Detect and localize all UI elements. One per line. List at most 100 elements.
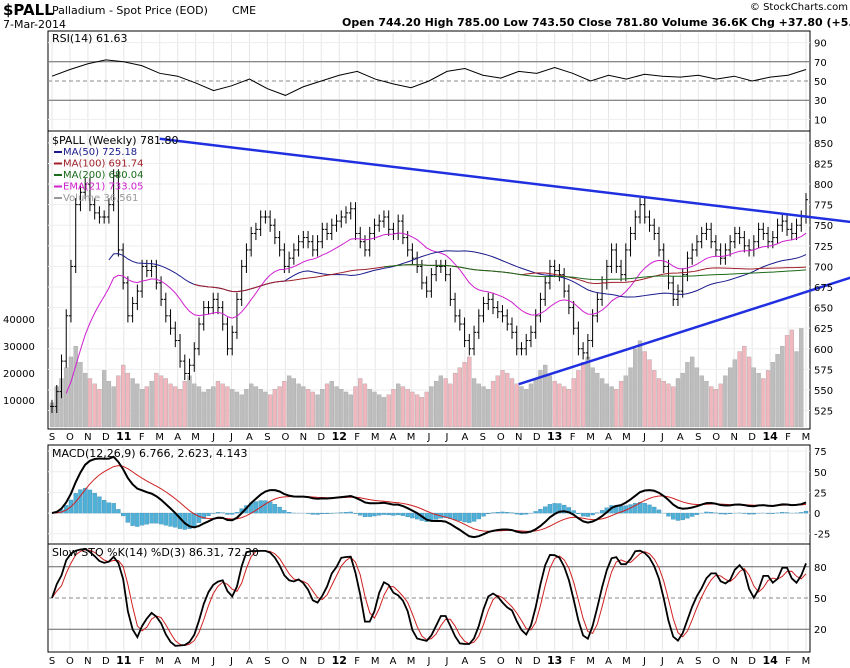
volume-bar <box>599 378 605 428</box>
lower-trendline <box>518 276 850 386</box>
macd-histogram-bar <box>784 512 790 514</box>
macd-histogram-bar <box>690 512 695 517</box>
volume-bar <box>571 378 576 428</box>
macd-histogram-bar <box>343 512 349 514</box>
month-tick-label: F <box>570 656 576 667</box>
month-tick-label: M <box>802 656 811 667</box>
month-tick-label: M <box>407 656 416 667</box>
macd-histogram-bar <box>780 512 785 514</box>
macd-histogram-bar <box>396 512 401 516</box>
volume-bar <box>685 362 690 428</box>
macd-histogram-bar <box>267 501 273 514</box>
rsi-tick-label: 10 <box>814 115 827 126</box>
volume-bar <box>400 386 406 428</box>
macd-histogram-bar <box>410 512 415 519</box>
macd-histogram-bar <box>533 511 538 514</box>
macd-histogram-bar <box>552 503 557 514</box>
price-tick-label: 775 <box>814 201 833 212</box>
month-tick-label: M <box>407 432 416 443</box>
macd-histogram-bar <box>215 512 221 514</box>
volume-bar <box>106 381 112 428</box>
price-label: $PALL (Weekly) 781.80 <box>52 134 178 147</box>
macd-histogram-bar <box>633 503 638 514</box>
month-tick-label: S <box>480 656 486 667</box>
month-tick-label: 11 <box>116 654 131 667</box>
month-tick-label: O <box>497 432 505 443</box>
month-tick-label: A <box>174 656 181 667</box>
volume-bar <box>490 381 496 428</box>
macd-histogram-bar <box>751 512 756 515</box>
month-tick-label: N <box>300 656 307 667</box>
macd-histogram-bar <box>386 512 391 516</box>
macd-histogram-bar <box>348 511 353 514</box>
volume-bar <box>282 381 287 428</box>
month-tick-label: N <box>730 656 737 667</box>
volume-bar <box>471 378 477 428</box>
macd-histogram-bar <box>519 512 524 515</box>
volume-bar <box>367 389 372 428</box>
month-tick-label: J <box>427 656 431 667</box>
volume-bar <box>509 378 515 428</box>
macd-histogram-bar <box>505 512 510 514</box>
macd-histogram-bar <box>471 512 477 522</box>
volume-bar <box>102 370 107 428</box>
macd-histogram-bar <box>315 512 320 515</box>
volume-bar <box>595 372 600 428</box>
macd-histogram-bar <box>130 512 135 526</box>
volume-bar <box>315 394 320 428</box>
volume-bar <box>163 378 168 428</box>
month-tick-label: S <box>49 656 55 667</box>
month-tick-label: D <box>748 432 756 443</box>
price-tick-label: 550 <box>814 386 833 397</box>
macd-histogram-bar <box>538 508 543 514</box>
volume-bar <box>206 389 211 428</box>
price-tick-label: 800 <box>814 180 833 191</box>
price-tick-label: 850 <box>814 139 833 150</box>
chart-marks <box>49 59 850 647</box>
month-tick-label: M <box>586 656 595 667</box>
macd-signal-line <box>51 465 807 532</box>
volume-tick-label: 40000 <box>3 315 35 326</box>
volume-bar <box>623 375 628 428</box>
volume-bar <box>647 359 652 428</box>
macd-histogram-bar <box>799 512 804 514</box>
volume-bar <box>358 378 363 428</box>
volume-bar <box>519 386 524 428</box>
month-tick-label: A <box>246 432 253 443</box>
macd-histogram-bar <box>723 512 728 515</box>
macd-histogram-bar <box>462 512 467 523</box>
volume-bar <box>286 375 292 428</box>
month-tick-label: S <box>695 656 701 667</box>
price-tick-label: 600 <box>814 345 833 356</box>
macd-histogram-bar <box>652 506 657 514</box>
price-tick-label: 675 <box>814 283 833 294</box>
volume-bar <box>234 391 240 428</box>
month-tick-label: S <box>49 432 55 443</box>
macd-histogram-bar <box>324 512 330 514</box>
legend-entry: MA(50) 725.18 <box>63 147 137 158</box>
volume-bar <box>761 378 766 428</box>
volume-bar <box>637 340 643 428</box>
month-tick-label: N <box>515 432 522 443</box>
volume-bar <box>789 329 794 428</box>
rsi-tick-label: 90 <box>814 39 827 50</box>
volume-bar <box>799 328 804 428</box>
month-tick-label: A <box>605 656 612 667</box>
month-tick-label: J <box>427 432 431 443</box>
volume-bar <box>291 378 296 428</box>
macd-histogram-bar <box>524 512 529 515</box>
volume-bar <box>258 389 263 428</box>
month-tick-label: M <box>191 432 200 443</box>
month-tick-label: J <box>444 656 448 667</box>
macd-histogram-bar <box>580 512 586 517</box>
volume-bar <box>737 351 742 428</box>
macd-histogram-bar <box>671 512 676 520</box>
month-tick-label: A <box>461 656 468 667</box>
macd-histogram-bar <box>486 512 491 515</box>
macd-histogram-bar <box>168 512 173 527</box>
volume-bar <box>547 375 553 428</box>
macd-histogram-bar <box>443 512 448 518</box>
macd-histogram-bar <box>381 512 387 515</box>
month-tick-label: O <box>66 656 74 667</box>
